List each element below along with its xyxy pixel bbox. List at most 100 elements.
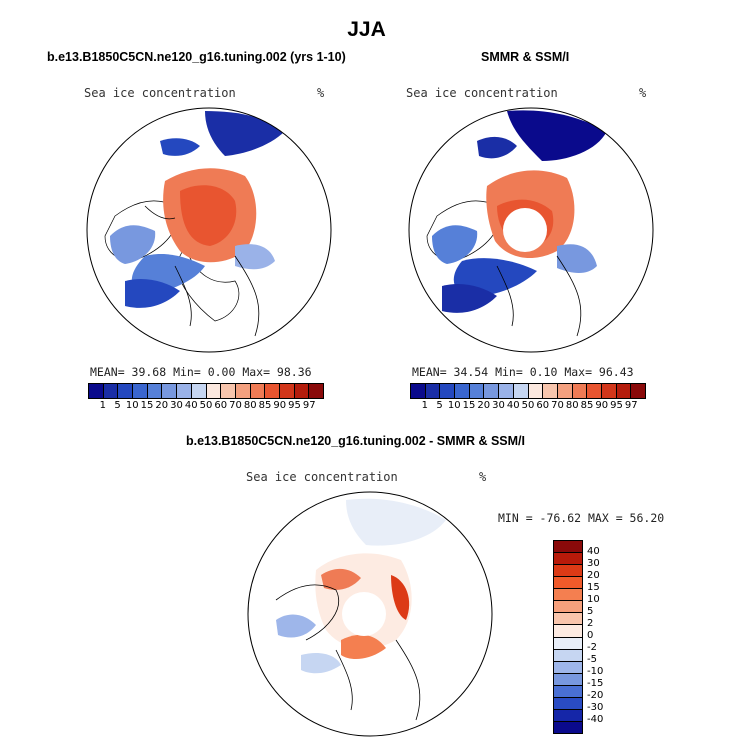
colorbar-tick-label: 2 xyxy=(587,618,594,629)
colorbar-tick-label: 95 xyxy=(610,400,623,411)
colorbar-swatch xyxy=(177,384,192,398)
colorbar-swatch xyxy=(587,384,602,398)
colorbar-swatch xyxy=(554,685,582,698)
colorbar-tick-label: -2 xyxy=(587,642,597,653)
colorbar-tick-label: 80 xyxy=(565,400,579,411)
colorbar-tick-label: 30 xyxy=(170,400,183,411)
colorbar-swatch xyxy=(616,384,632,398)
colorbar-tick-label: 70 xyxy=(229,400,242,411)
colorbar-swatch xyxy=(250,384,266,398)
colorbar-swatch xyxy=(554,709,582,722)
colorbar-tick-label: 90 xyxy=(595,400,609,411)
colorbar-swatch xyxy=(554,637,582,650)
colorbar-swatch xyxy=(513,384,529,398)
colorbar-tick-label: 1 xyxy=(421,400,428,411)
colorbar-swatch xyxy=(206,384,222,398)
colorbar-swatch xyxy=(221,384,236,398)
colorbar-swatch xyxy=(294,384,310,398)
colorbar-tick-label: 95 xyxy=(288,400,301,411)
colorbar-tick-label: 80 xyxy=(243,400,257,411)
colorbar-tick-label: 85 xyxy=(580,400,594,411)
left-colorbar-ticks: 1 5 10 15 20 30 40 50 60 70 80 85 90 95 97 xyxy=(88,400,324,412)
colorbar-tick-label: 40 xyxy=(506,400,520,411)
colorbar-swatch xyxy=(554,553,582,566)
colorbar-swatch xyxy=(89,384,104,398)
diff-panel-title: b.e13.B1850C5CN.ne120_g16.tuning.002 - S… xyxy=(186,434,525,448)
colorbar-swatch xyxy=(191,384,207,398)
page-title: JJA xyxy=(347,18,386,41)
colorbar-swatch xyxy=(554,625,582,638)
colorbar-tick-label: -20 xyxy=(587,690,604,701)
colorbar-swatch xyxy=(554,721,582,733)
colorbar-swatch xyxy=(118,384,134,398)
colorbar-tick-label: 70 xyxy=(551,400,564,411)
colorbar-tick-label: 30 xyxy=(492,400,505,411)
colorbar-tick-label: -5 xyxy=(587,654,597,665)
colorbar-swatch xyxy=(425,384,441,398)
left-stats: MEAN= 39.68 Min= 0.00 Max= 98.36 xyxy=(90,365,312,379)
colorbar-swatch xyxy=(235,384,251,398)
left-units-label: % xyxy=(317,86,325,100)
colorbar-tick-label: 40 xyxy=(587,546,600,557)
colorbar-tick-label: -30 xyxy=(587,702,604,713)
colorbar-swatch xyxy=(279,384,295,398)
colorbar-swatch xyxy=(572,384,588,398)
colorbar-swatch xyxy=(631,384,645,398)
colorbar-tick-label: 5 xyxy=(436,400,443,411)
colorbar-swatch xyxy=(528,384,544,398)
left-variable-label: Sea ice concentration xyxy=(84,86,236,100)
colorbar-tick-label: 15 xyxy=(140,400,154,411)
colorbar-swatch xyxy=(469,384,485,398)
colorbar-tick-label: 15 xyxy=(462,400,476,411)
colorbar-swatch xyxy=(554,673,582,686)
diff-stats: MIN = -76.62 MAX = 56.20 xyxy=(498,511,665,525)
colorbar-swatch xyxy=(554,661,582,674)
colorbar-swatch xyxy=(133,384,148,398)
colorbar-tick-label: -40 xyxy=(587,714,604,725)
colorbar-tick-label: 20 xyxy=(587,570,600,581)
colorbar-swatch xyxy=(554,649,582,662)
colorbar-tick-label: 50 xyxy=(521,400,535,411)
colorbar-swatch xyxy=(554,541,582,554)
colorbar-swatch xyxy=(554,577,582,590)
right-polar-map xyxy=(408,107,654,353)
colorbar-tick-label: 60 xyxy=(536,400,550,411)
right-colorbar-ticks: 1 5 10 15 20 30 40 50 60 70 80 85 90 95 97 xyxy=(410,400,646,412)
right-units-label: % xyxy=(639,86,647,100)
colorbar-tick-label: 30 xyxy=(587,558,600,569)
right-variable-label: Sea ice concentration xyxy=(406,86,558,100)
left-colorbar xyxy=(88,383,324,399)
diff-colorbar-ticks: 40 30 20 15 10 5 2 0 -2 -5 -10 -15 -20 -30 -40 xyxy=(587,540,627,732)
colorbar-tick-label: 40 xyxy=(184,400,198,411)
colorbar-tick-label: 0 xyxy=(587,630,594,641)
colorbar-tick-label: -10 xyxy=(587,666,604,677)
colorbar-swatch xyxy=(543,384,558,398)
colorbar-tick-label: 60 xyxy=(214,400,228,411)
colorbar-swatch xyxy=(557,384,573,398)
colorbar-tick-label: 10 xyxy=(587,594,600,605)
colorbar-tick-label: 10 xyxy=(125,400,139,411)
colorbar-tick-label: 20 xyxy=(155,400,169,411)
colorbar-swatch xyxy=(484,384,500,398)
colorbar-swatch xyxy=(554,565,582,578)
colorbar-tick-label: 97 xyxy=(302,400,316,411)
colorbar-tick-label: 50 xyxy=(199,400,213,411)
colorbar-swatch xyxy=(103,384,119,398)
colorbar-swatch xyxy=(601,384,617,398)
colorbar-swatch xyxy=(265,384,280,398)
colorbar-tick-label: 1 xyxy=(99,400,106,411)
right-stats: MEAN= 34.54 Min= 0.10 Max= 96.43 xyxy=(412,365,634,379)
colorbar-tick-label: 20 xyxy=(477,400,491,411)
colorbar-swatch xyxy=(554,589,582,602)
diff-colorbar xyxy=(553,540,583,734)
colorbar-swatch xyxy=(554,601,582,614)
colorbar-swatch xyxy=(411,384,426,398)
colorbar-tick-label: 97 xyxy=(624,400,638,411)
right-colorbar xyxy=(410,383,646,399)
diff-units-label: % xyxy=(479,470,487,484)
diff-variable-label: Sea ice concentration xyxy=(246,470,398,484)
colorbar-tick-label: 10 xyxy=(447,400,461,411)
colorbar-swatch xyxy=(147,384,163,398)
colorbar-tick-label: -15 xyxy=(587,678,604,689)
left-polar-map xyxy=(86,107,332,353)
